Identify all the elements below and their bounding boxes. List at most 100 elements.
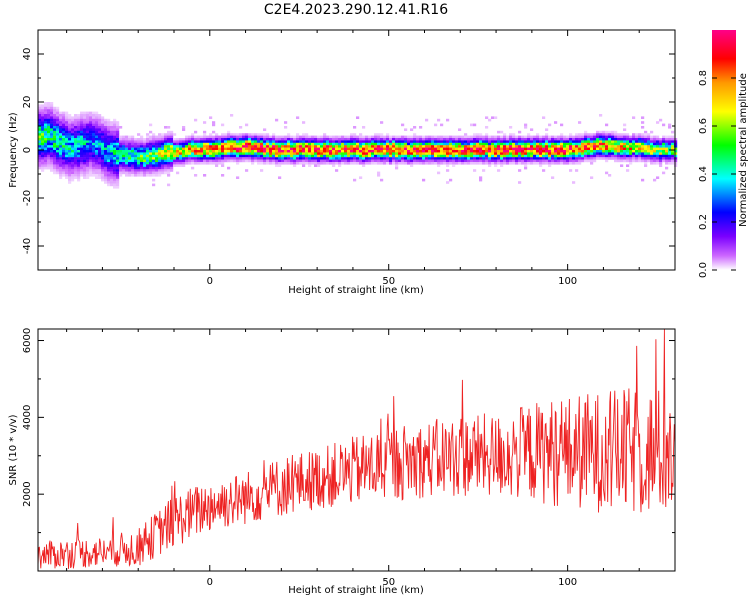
- heatmap-cell: [56, 130, 60, 134]
- heatmap-cell: [638, 142, 642, 146]
- heatmap-cell: [107, 138, 111, 141]
- heatmap-cell: [617, 147, 621, 151]
- heatmap-cell: [116, 164, 120, 167]
- heatmap-cell: [671, 145, 675, 148]
- heatmap-cell: [245, 138, 249, 141]
- heatmap-cell: [590, 157, 594, 160]
- heatmap-cell: [59, 147, 63, 151]
- snr-frame: [37, 328, 676, 572]
- heatmap-cell: [479, 147, 483, 151]
- heatmap-cell: [464, 138, 468, 141]
- heatmap-cell: [203, 142, 207, 146]
- heatmap-cell: [284, 145, 288, 148]
- heatmap-cell: [155, 169, 159, 172]
- heatmap-cell: [410, 147, 414, 151]
- heatmap-cell: [89, 174, 93, 177]
- heatmap-cell: [185, 138, 189, 141]
- heatmap-cell: [659, 154, 663, 158]
- heatmap-cell: [602, 154, 606, 158]
- heatmap-cell: [662, 145, 666, 148]
- heatmap-cell: [476, 142, 480, 146]
- heatmap-cell: [323, 140, 327, 143]
- heatmap-cell: [626, 142, 630, 146]
- heatmap-cell: [92, 128, 96, 131]
- heatmap-cell: [314, 138, 318, 141]
- heatmap-cell: [143, 162, 147, 165]
- heatmap-cell: [80, 152, 84, 155]
- heatmap-cell: [653, 150, 657, 153]
- heatmap-cell: [143, 154, 147, 158]
- heatmap-cell: [86, 126, 90, 129]
- heatmap-cell: [551, 142, 555, 146]
- heatmap-cell: [545, 145, 549, 148]
- heatmap-cell: [299, 142, 303, 146]
- heatmap-cell: [413, 162, 417, 165]
- heatmap-cell: [455, 135, 459, 139]
- heatmap-cell: [173, 159, 177, 163]
- heatmap-cell: [629, 154, 633, 158]
- heatmap-cell: [38, 135, 42, 139]
- heatmap-cell: [44, 140, 48, 143]
- heatmap-cell: [56, 166, 60, 170]
- heatmap-cell: [536, 152, 540, 155]
- heatmap-cell: [476, 150, 480, 153]
- heatmap-cell: [491, 135, 495, 139]
- heatmap-cell: [482, 147, 486, 151]
- heatmap-cell: [104, 181, 108, 184]
- heatmap-cell: [410, 145, 414, 148]
- heatmap-cell: [158, 164, 162, 167]
- heatmap-cell: [356, 138, 360, 141]
- heatmap-cell: [620, 154, 624, 158]
- heatmap-cell: [260, 135, 264, 139]
- heatmap-cell: [575, 159, 579, 163]
- heatmap-cell: [605, 157, 609, 160]
- heatmap-cell: [494, 138, 498, 141]
- heatmap-cell: [77, 140, 81, 143]
- heatmap-cell: [539, 164, 543, 167]
- heatmap-cell: [446, 138, 450, 141]
- heatmap-cell: [194, 135, 198, 139]
- heatmap-cell: [215, 147, 219, 151]
- heatmap-cell: [368, 140, 372, 143]
- heatmap-cell: [71, 145, 75, 148]
- heatmap-cell: [608, 145, 612, 148]
- heatmap-cell: [605, 159, 609, 163]
- heatmap-cell: [386, 150, 390, 153]
- heatmap-cell: [167, 135, 171, 139]
- heatmap-cell: [206, 147, 210, 151]
- heatmap-cell: [188, 154, 192, 158]
- heatmap-cell: [167, 150, 171, 153]
- heatmap-cell: [209, 135, 213, 139]
- heatmap-cell: [404, 138, 408, 141]
- heatmap-cell: [623, 152, 627, 155]
- heatmap-cell: [278, 159, 282, 163]
- heatmap-cell: [503, 147, 507, 151]
- spectrogram-y-axis-label: Frequency (Hz): [8, 112, 19, 188]
- heatmap-cell: [413, 157, 417, 160]
- heatmap-cell: [107, 159, 111, 163]
- heatmap-cell: [440, 154, 444, 158]
- heatmap-cell: [518, 181, 522, 184]
- heatmap-cell: [539, 138, 543, 141]
- heatmap-cell: [455, 140, 459, 143]
- heatmap-cell: [77, 150, 81, 153]
- heatmap-cell: [281, 159, 285, 163]
- heatmap-cell: [551, 154, 555, 158]
- heatmap-cell: [275, 118, 279, 122]
- heatmap-cell: [641, 126, 645, 129]
- heatmap-cell: [410, 164, 414, 167]
- heatmap-cell: [638, 152, 642, 155]
- heatmap-cell: [95, 138, 99, 141]
- heatmap-cell: [215, 150, 219, 153]
- heatmap-cell: [212, 152, 216, 155]
- heatmap-cell: [38, 150, 42, 153]
- heatmap-cell: [377, 147, 381, 151]
- heatmap-cell: [389, 140, 393, 143]
- heatmap-cell: [167, 166, 171, 170]
- heatmap-cell: [308, 140, 312, 143]
- heatmap-cell: [596, 154, 600, 158]
- heatmap-cell: [107, 181, 111, 184]
- heatmap-cell: [437, 159, 441, 163]
- heatmap-cell: [617, 135, 621, 139]
- heatmap-cell: [206, 159, 210, 163]
